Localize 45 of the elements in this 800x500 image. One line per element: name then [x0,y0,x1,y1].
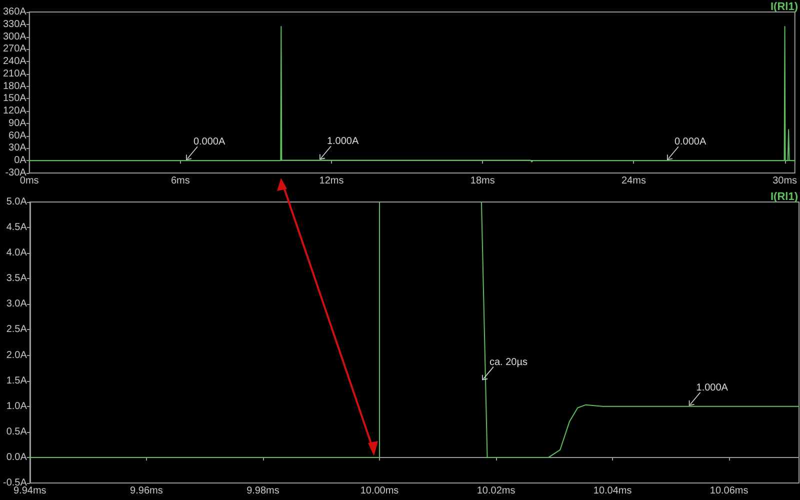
x-tick-label: 12ms [319,176,344,186]
x-tick-label: 9.98ms [246,486,280,496]
x-tick-label: 0ms [20,176,39,186]
y-tick-label: 3.5A [6,273,28,284]
annotation: ca. 20µs [489,356,528,368]
annotation: 1.000A [696,382,728,394]
x-tick-label: 9.96ms [130,486,163,496]
y-tick-label: 0.0A [6,452,28,463]
x-tick-label: 30ms [772,176,798,186]
y-tick-label: 150A [2,93,27,104]
y-tick-label: 2.5A [6,324,28,336]
y-tick-label: 1.5A [6,375,28,386]
y-tick-label: 360A [2,6,27,18]
y-tick-label: 30A [8,142,27,154]
y-tick-label: 120A [2,106,27,117]
y-tick-label: 180A [2,80,27,92]
line-series [28,26,796,162]
y-tick-label: 270A [2,44,27,55]
y-tick-label: 0.5A [6,426,28,438]
y-tick-label: 330A [2,18,27,30]
y-tick-label: 5.0A [6,196,28,208]
y-tick-label: 240A [2,56,27,68]
y-tick-label: 1.0A [6,400,28,412]
x-tick-label: 6ms [170,176,190,186]
y-tick-label: 0A [14,155,27,166]
y-tick-label: 90A [8,118,27,129]
y-tick-label: 4.0A [6,248,28,259]
x-tick-label: 9.94ms [14,486,46,496]
text: I(Rl1) [770,191,798,203]
annotation: 0.000A [193,136,226,148]
y-tick-label: 60A [8,130,27,142]
annotation: 1.000A [326,136,359,148]
annotation: 0.000A [674,136,706,148]
y-tick-label: 4.5A [6,222,28,234]
x-tick-label: 24ms [621,176,646,186]
y-tick-label: 300A [2,31,27,42]
x-tick-label: 10.02ms [476,486,516,496]
y-tick-label: 2.0A [6,350,28,361]
x-tick-label: 10.00ms [360,486,399,496]
y-tick-label: 3.0A [6,298,28,310]
y-tick-label: 210A [2,68,27,80]
x-tick-label: 18ms [470,176,495,186]
series-label: I(Rl1) [770,1,798,13]
x-tick-label: 10.04ms [593,486,632,496]
x-tick-label: 10.06ms [710,486,748,496]
